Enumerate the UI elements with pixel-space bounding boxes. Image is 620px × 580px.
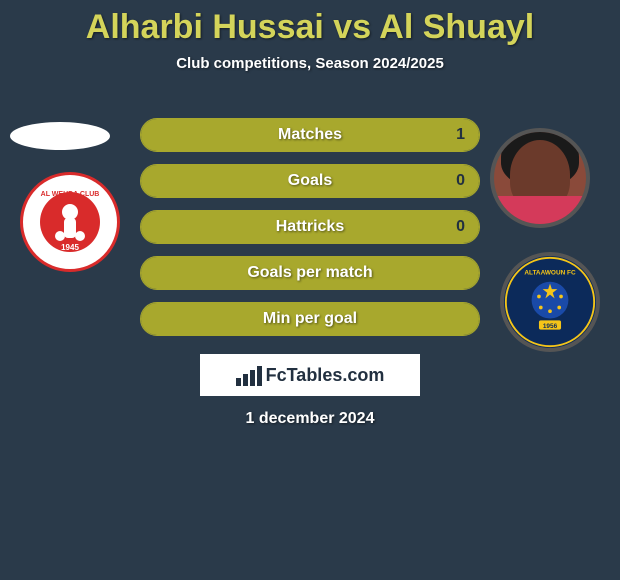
page-title: Alharbi Hussai vs Al Shuayl <box>0 0 620 47</box>
stat-label: Min per goal <box>141 310 479 328</box>
stat-row: Matches1 <box>140 118 480 152</box>
stat-label: Matches <box>141 126 479 144</box>
stat-row: Min per goal <box>140 302 480 336</box>
fctables-text: FcTables.com <box>266 365 385 385</box>
stat-value-right: 0 <box>456 218 465 236</box>
stat-row: Goals per match <box>140 256 480 290</box>
stat-label: Hattricks <box>141 218 479 236</box>
subtitle: Club competitions, Season 2024/2025 <box>0 55 620 72</box>
stat-row: Hattricks0 <box>140 210 480 244</box>
stat-label: Goals per match <box>141 264 479 282</box>
stat-label: Goals <box>141 172 479 190</box>
bars-icon <box>236 366 264 386</box>
stat-value-right: 1 <box>456 126 465 144</box>
stat-row: Goals0 <box>140 164 480 198</box>
date-label: 1 december 2024 <box>0 410 620 428</box>
stat-value-right: 0 <box>456 172 465 190</box>
fctables-logo: FcTables.com <box>200 354 420 396</box>
stats-area: Matches1Goals0Hattricks0Goals per matchM… <box>0 118 620 348</box>
